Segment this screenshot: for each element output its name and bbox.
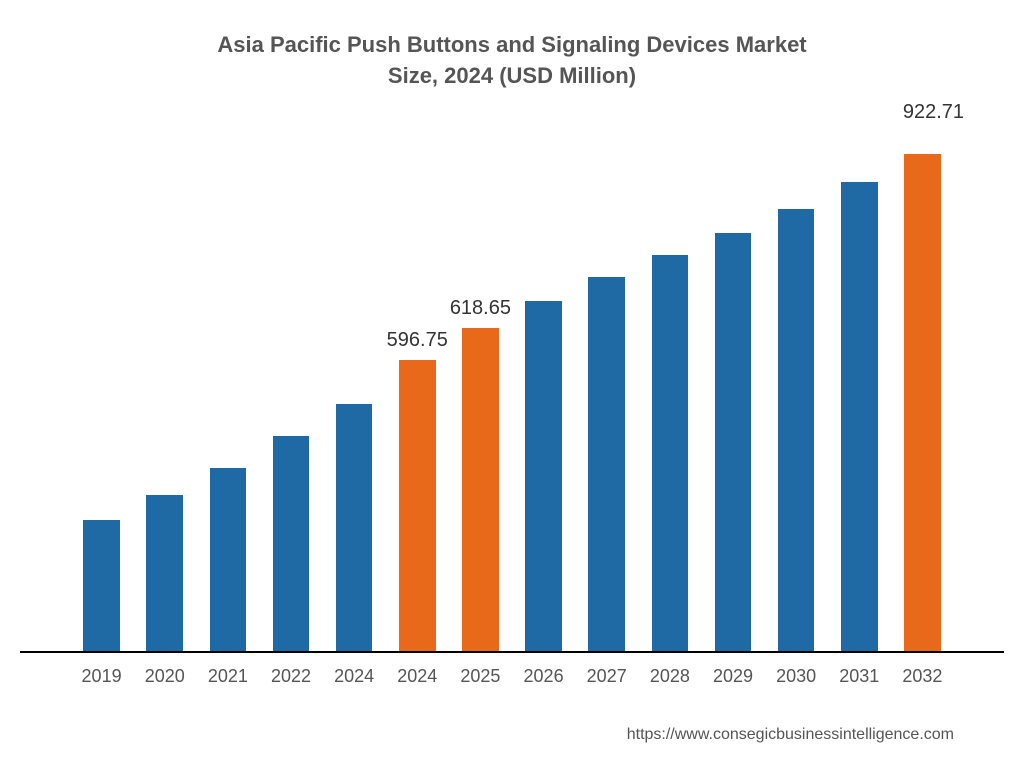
bars-group: 596.75618.65 — [60, 112, 964, 652]
bar-slot: 596.75 — [386, 112, 449, 652]
bar — [904, 154, 941, 652]
bar — [273, 436, 310, 652]
bar — [778, 209, 815, 652]
max-value-label: 922.71 — [903, 101, 964, 124]
chart-title-line1: Asia Pacific Push Buttons and Signaling … — [217, 32, 806, 57]
bar — [462, 328, 499, 652]
bar-slot — [259, 112, 322, 652]
x-axis-tick: 2031 — [828, 666, 891, 687]
bar — [210, 468, 247, 652]
x-axis-tick: 2032 — [891, 666, 954, 687]
chart-container: Asia Pacific Push Buttons and Signaling … — [0, 0, 1024, 768]
bar — [83, 520, 120, 652]
bar — [146, 495, 183, 652]
bar — [399, 360, 436, 652]
bar-slot — [70, 112, 133, 652]
bar-slot — [701, 112, 764, 652]
bar — [588, 277, 625, 652]
x-axis: 2019202020212022202420242025202620272028… — [60, 652, 964, 687]
bar-slot — [828, 112, 891, 652]
bar-slot — [512, 112, 575, 652]
bar — [841, 182, 878, 652]
bar — [525, 301, 562, 652]
x-axis-tick: 2027 — [575, 666, 638, 687]
bar — [715, 233, 752, 652]
plot-area: 596.75618.65 922.71 — [60, 112, 964, 652]
x-axis-tick: 2025 — [449, 666, 512, 687]
bar-slot — [196, 112, 259, 652]
x-axis-tick: 2024 — [323, 666, 386, 687]
bar — [336, 404, 373, 652]
x-axis-tick: 2024 — [386, 666, 449, 687]
x-axis-tick: 2029 — [701, 666, 764, 687]
bar-slot — [133, 112, 196, 652]
x-axis-tick: 2030 — [765, 666, 828, 687]
bar-slot — [765, 112, 828, 652]
bar-slot — [638, 112, 701, 652]
x-axis-tick: 2022 — [259, 666, 322, 687]
bar-slot — [323, 112, 386, 652]
footer-source-url: https://www.consegicbusinessintelligence… — [627, 726, 954, 744]
x-axis-tick: 2026 — [512, 666, 575, 687]
x-axis-tick: 2020 — [133, 666, 196, 687]
x-axis-tick: 2021 — [196, 666, 259, 687]
x-axis-baseline — [20, 651, 1004, 653]
x-axis-tick: 2028 — [638, 666, 701, 687]
bar — [652, 255, 689, 652]
x-axis-tick: 2019 — [70, 666, 133, 687]
chart-title-line2: Size, 2024 (USD Million) — [388, 63, 636, 88]
chart-title: Asia Pacific Push Buttons and Signaling … — [60, 30, 964, 92]
bar-slot: 618.65 — [449, 112, 512, 652]
bar-slot — [891, 112, 954, 652]
bar-slot — [575, 112, 638, 652]
